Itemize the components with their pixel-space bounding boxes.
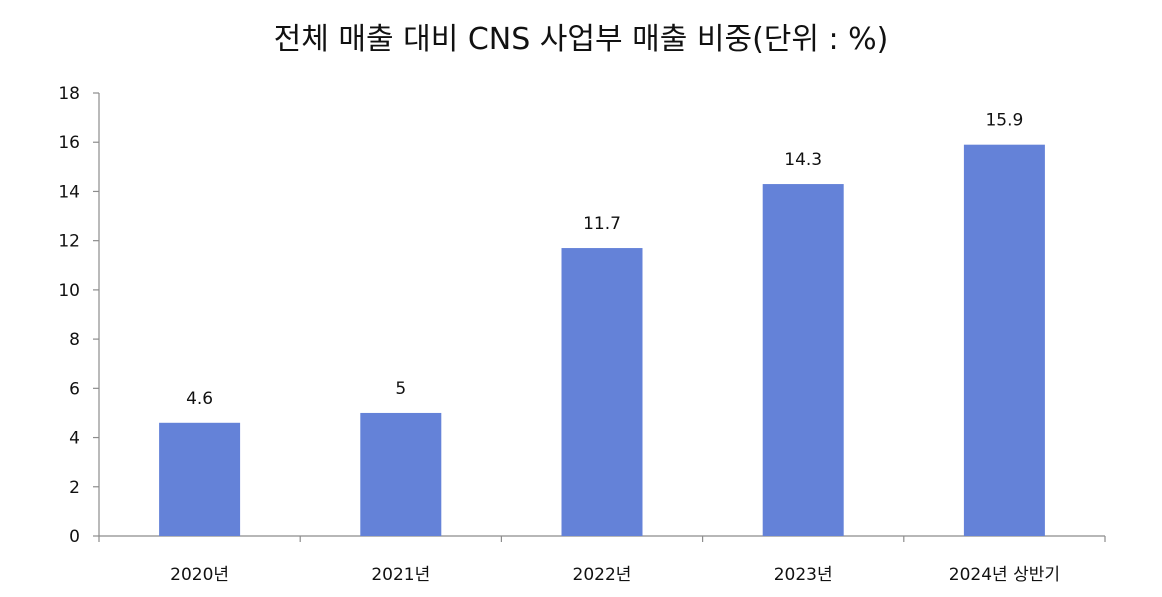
y-tick-label: 2 xyxy=(69,478,80,498)
x-tick-label: 2021년 xyxy=(371,565,430,585)
y-axis: 0 2 4 6 8 10 12 14 16 18 xyxy=(58,84,100,547)
y-tick-label: 6 xyxy=(69,379,80,399)
bar xyxy=(762,184,844,537)
y-tick-label: 12 xyxy=(58,232,80,252)
bar-value-label: 5 xyxy=(395,379,406,399)
x-axis: 2020년 2021년 2022년 2023년 2024년 상반기 xyxy=(98,535,1106,585)
bar xyxy=(360,412,442,536)
x-tick-label: 2022년 xyxy=(573,565,632,585)
bar-value-label: 11.7 xyxy=(583,214,621,234)
bars xyxy=(159,144,1045,537)
y-tick-label: 18 xyxy=(58,84,80,104)
bar xyxy=(963,144,1045,536)
bar-value-label: 14.3 xyxy=(784,150,822,170)
y-tick-label: 16 xyxy=(58,133,80,153)
chart-title: 전체 매출 대비 CNS 사업부 매출 비중(단위 : %) xyxy=(273,22,889,57)
bar-value-label: 15.9 xyxy=(985,111,1023,131)
x-tick-label: 2023년 xyxy=(774,565,833,585)
bar xyxy=(159,422,241,536)
x-tick-label: 2020년 xyxy=(170,565,229,585)
bar xyxy=(561,248,643,537)
data-labels: 4.6 5 11.7 14.3 15.9 xyxy=(186,111,1023,409)
bar-value-label: 4.6 xyxy=(186,389,213,409)
y-tick-label: 8 xyxy=(69,330,80,350)
y-tick-label: 14 xyxy=(58,182,80,202)
x-tick-label: 2024년 상반기 xyxy=(949,565,1060,585)
y-tick-label: 10 xyxy=(58,281,80,301)
y-tick-label: 4 xyxy=(69,429,80,449)
y-tick-label: 0 xyxy=(69,527,80,547)
